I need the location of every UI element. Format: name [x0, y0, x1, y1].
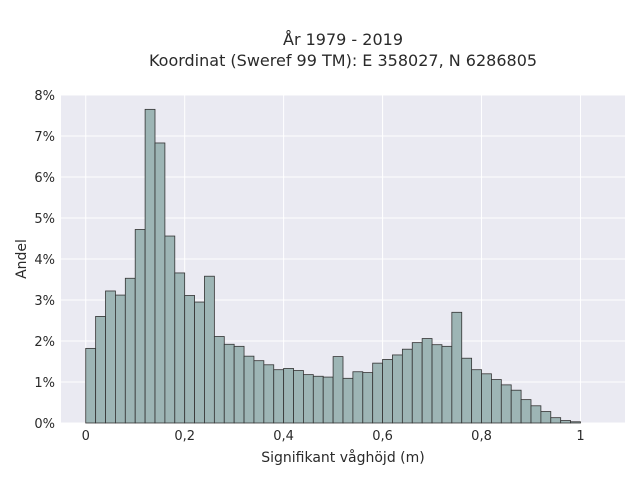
y-tick-labels: 0% 1% 2% 3% 4% 5% 6% 7% 8% — [34, 89, 55, 432]
histogram-bar — [372, 362, 383, 424]
y-tick-label: 0% — [34, 417, 55, 432]
histogram-bar — [411, 342, 423, 424]
y-tick-label: 3% — [34, 294, 55, 309]
histogram-bar — [223, 343, 235, 424]
histogram-bar — [332, 356, 344, 424]
histogram-bar — [392, 354, 403, 424]
histogram-bar — [461, 357, 473, 424]
histogram-bar — [362, 372, 374, 424]
histogram-bar — [352, 371, 364, 424]
x-tick-label: 1 — [576, 429, 584, 444]
histogram-bar — [431, 344, 443, 424]
chart-title-line2: Koordinat (Sweref 99 TM): E 358027, N 62… — [149, 51, 537, 70]
histogram-bar — [322, 376, 334, 424]
y-tick-label: 7% — [34, 130, 55, 145]
histogram-bar — [421, 338, 433, 424]
histogram-bar — [312, 375, 324, 424]
histogram-bar — [491, 379, 502, 424]
histogram-bar — [342, 377, 354, 424]
histogram-bar — [95, 315, 106, 424]
x-tick-label: 0,2 — [174, 429, 195, 444]
histogram-bar — [550, 417, 562, 424]
histogram-bar — [194, 301, 205, 424]
x-axis-label: Signifikant våghöjd (m) — [261, 449, 424, 466]
histogram-bar — [105, 290, 116, 424]
histogram-bar — [115, 294, 126, 424]
histogram-bar — [85, 347, 97, 424]
y-tick-label: 4% — [34, 253, 55, 268]
y-tick-label: 5% — [34, 212, 55, 227]
bars-group — [85, 108, 581, 424]
x-tick-label: 0,8 — [471, 429, 492, 444]
histogram-bar — [204, 275, 215, 424]
x-tick-labels: 0 0,2 0,4 0,6 0,8 1 — [82, 429, 585, 444]
y-tick-label: 6% — [34, 171, 55, 186]
histogram-bar — [401, 348, 413, 424]
histogram-bar — [481, 373, 492, 424]
histogram-bar — [144, 108, 156, 424]
histogram-bar — [500, 384, 512, 424]
y-axis-label: Andel — [14, 239, 30, 279]
y-tick-label: 8% — [34, 89, 55, 104]
histogram-bar — [184, 295, 195, 424]
histogram-bar — [540, 411, 552, 424]
histogram-bar — [293, 370, 304, 424]
x-tick-label: 0 — [82, 429, 90, 444]
histogram-bar — [382, 359, 393, 424]
histogram-bar — [233, 345, 245, 424]
histogram-bar — [441, 345, 453, 424]
histogram-bar — [520, 399, 532, 424]
histogram-bar — [263, 364, 275, 424]
histogram-bar — [283, 368, 294, 424]
histogram-bar — [124, 277, 136, 424]
histogram-bar — [570, 421, 581, 424]
histogram-bar — [164, 235, 176, 424]
y-tick-label: 1% — [34, 376, 55, 391]
y-tick-label: 2% — [34, 335, 55, 350]
histogram-bar — [154, 142, 166, 424]
x-tick-label: 0,6 — [372, 429, 393, 444]
histogram-bar — [253, 360, 265, 424]
chart-title-line1: År 1979 - 2019 — [283, 30, 403, 49]
histogram-bar — [134, 229, 146, 424]
histogram-bar — [174, 272, 186, 424]
histogram-bar — [303, 374, 314, 424]
x-tick-label: 0,4 — [273, 429, 294, 444]
histogram-bar — [530, 405, 542, 424]
histogram-bar — [243, 355, 255, 424]
histogram-bar — [273, 369, 285, 424]
histogram-bar — [560, 420, 571, 424]
histogram-bar — [471, 369, 482, 424]
histogram-bar — [510, 389, 522, 424]
histogram-bar — [213, 336, 225, 424]
histogram-bar — [451, 311, 463, 424]
